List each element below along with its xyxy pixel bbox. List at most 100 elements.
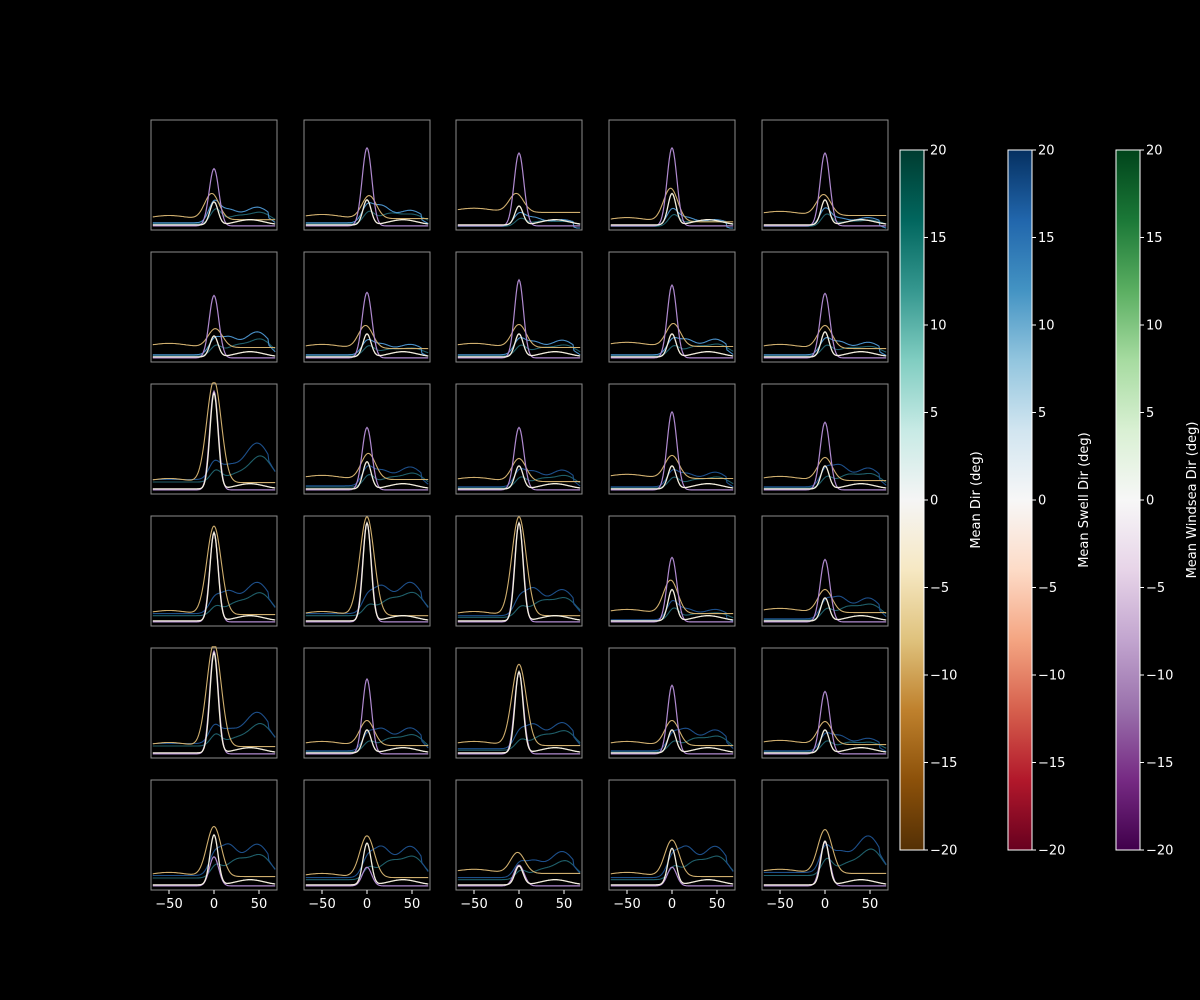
panel-r1-c5: [761, 119, 889, 231]
series-windsea: [152, 389, 276, 491]
panel-r3-c1: [150, 382, 278, 495]
panel-r6-c4: −50 0 50: [608, 779, 736, 912]
series-mean-dir: [305, 199, 429, 226]
series-mean-dir: [610, 847, 734, 886]
panel-r3-c5: [761, 383, 889, 495]
series-mean-alt: [457, 192, 581, 213]
series-swell: [457, 468, 581, 488]
series-mean-alt: [763, 720, 887, 746]
series-swell: [457, 722, 581, 750]
x-tick-label: −50: [155, 897, 182, 912]
series-swell: [152, 711, 276, 745]
colorbar-gradient: [1007, 149, 1033, 851]
x-tick-label: −50: [460, 897, 487, 912]
series-swell-secondary: [152, 208, 276, 225]
series-mean-dir: [457, 205, 581, 226]
series-windsea: [305, 426, 429, 491]
series-swell-secondary: [305, 855, 429, 881]
x-tick-label: 0: [821, 897, 829, 912]
series-windsea: [152, 294, 276, 359]
series-mean-dir: [763, 729, 887, 754]
panel-frame: [455, 383, 583, 495]
series-mean-alt: [305, 324, 429, 350]
panel-frame: [608, 779, 736, 891]
series-swell: [610, 469, 734, 488]
panel-frame: [303, 515, 431, 627]
colorbar-tick-label: 15: [1146, 231, 1163, 246]
series-mean-dir: [457, 333, 581, 358]
series-swell: [457, 337, 581, 356]
colorbar-tick-label: −20: [1146, 844, 1173, 859]
series-swell: [305, 727, 429, 752]
panel-r6-c3: −50 0 50: [455, 779, 583, 912]
series-mean-alt: [610, 322, 734, 348]
series-mean-alt: [610, 454, 734, 480]
series-windsea: [610, 410, 734, 491]
series-windsea: [305, 146, 429, 227]
x-tick-label: 50: [709, 897, 726, 912]
series-mean-dir: [457, 670, 581, 754]
series-mean-dir: [457, 865, 581, 886]
series-swell: [763, 595, 887, 620]
series-windsea: [763, 690, 887, 755]
series-swell: [610, 336, 734, 356]
series-windsea: [457, 152, 581, 227]
panel-r5-c5: [761, 647, 889, 759]
series-windsea: [610, 146, 734, 227]
series-swell: [152, 843, 276, 877]
panel-r3-c2: [303, 383, 431, 495]
series-mean-alt: [152, 328, 276, 349]
series-swell: [305, 338, 429, 357]
series-mean-dir: [305, 521, 429, 622]
series-windsea: [305, 291, 429, 359]
series-windsea: [610, 283, 734, 359]
series-swell: [763, 337, 887, 356]
series-mean-dir: [763, 840, 887, 886]
series-mean-alt: [763, 456, 887, 482]
series-mean-dir: [305, 460, 429, 490]
series-mean-dir: [610, 588, 734, 622]
panel-r5-c4: [608, 647, 736, 759]
colorbar-tick-label: −15: [1146, 756, 1173, 771]
panel-r1-c4: [608, 119, 736, 231]
colorbar-tick-label: −15: [930, 756, 957, 771]
series-swell-secondary: [305, 734, 429, 753]
panel-frame: [150, 647, 278, 759]
series-windsea: [763, 152, 887, 227]
panel-frame: [761, 515, 889, 627]
series-swell-secondary: [152, 853, 276, 879]
series-windsea: [763, 421, 887, 491]
panel-grid: −50 0 50 −50 0 50 −50 0 50 −50 0 50 −50 0 50: [150, 119, 889, 912]
panel-r1-c1: [150, 119, 278, 231]
colorbar-label: Mean Windsea Dir (deg): [1185, 422, 1200, 579]
series-mean-dir: [763, 465, 887, 490]
series-mean-dir: [305, 729, 429, 754]
panel-frame: [761, 119, 889, 231]
panel-r3-c4: [608, 383, 736, 495]
series-mean-dir: [457, 465, 581, 490]
panel-frame: [150, 119, 278, 231]
series-swell-secondary: [763, 472, 887, 489]
series-mean-dir: [610, 192, 734, 226]
colorbar-tick-label: 20: [1146, 144, 1163, 159]
panel-r2-c4: [608, 251, 736, 363]
panel-frame: [608, 383, 736, 495]
panel-frame: [303, 119, 431, 231]
colorbar-tick-label: 20: [1038, 144, 1055, 159]
series-windsea: [610, 556, 734, 623]
x-tick-label: 0: [363, 897, 371, 912]
series-mean-alt: [152, 382, 276, 484]
series-mean-dir: [152, 530, 276, 622]
series-swell: [610, 727, 734, 752]
series-swell-secondary: [610, 343, 734, 357]
panel-frame: [761, 383, 889, 495]
panel-r6-c5: −50 0 50: [761, 779, 889, 912]
colorbar-tick-label: 15: [1038, 231, 1055, 246]
colorbar-label: Mean Swell Dir (deg): [1077, 432, 1092, 568]
series-mean-dir: [152, 201, 276, 226]
series-windsea: [152, 167, 276, 227]
panel-r2-c3: [455, 251, 583, 363]
series-swell-secondary: [763, 848, 887, 877]
colorbar-tick-label: 5: [930, 406, 938, 421]
